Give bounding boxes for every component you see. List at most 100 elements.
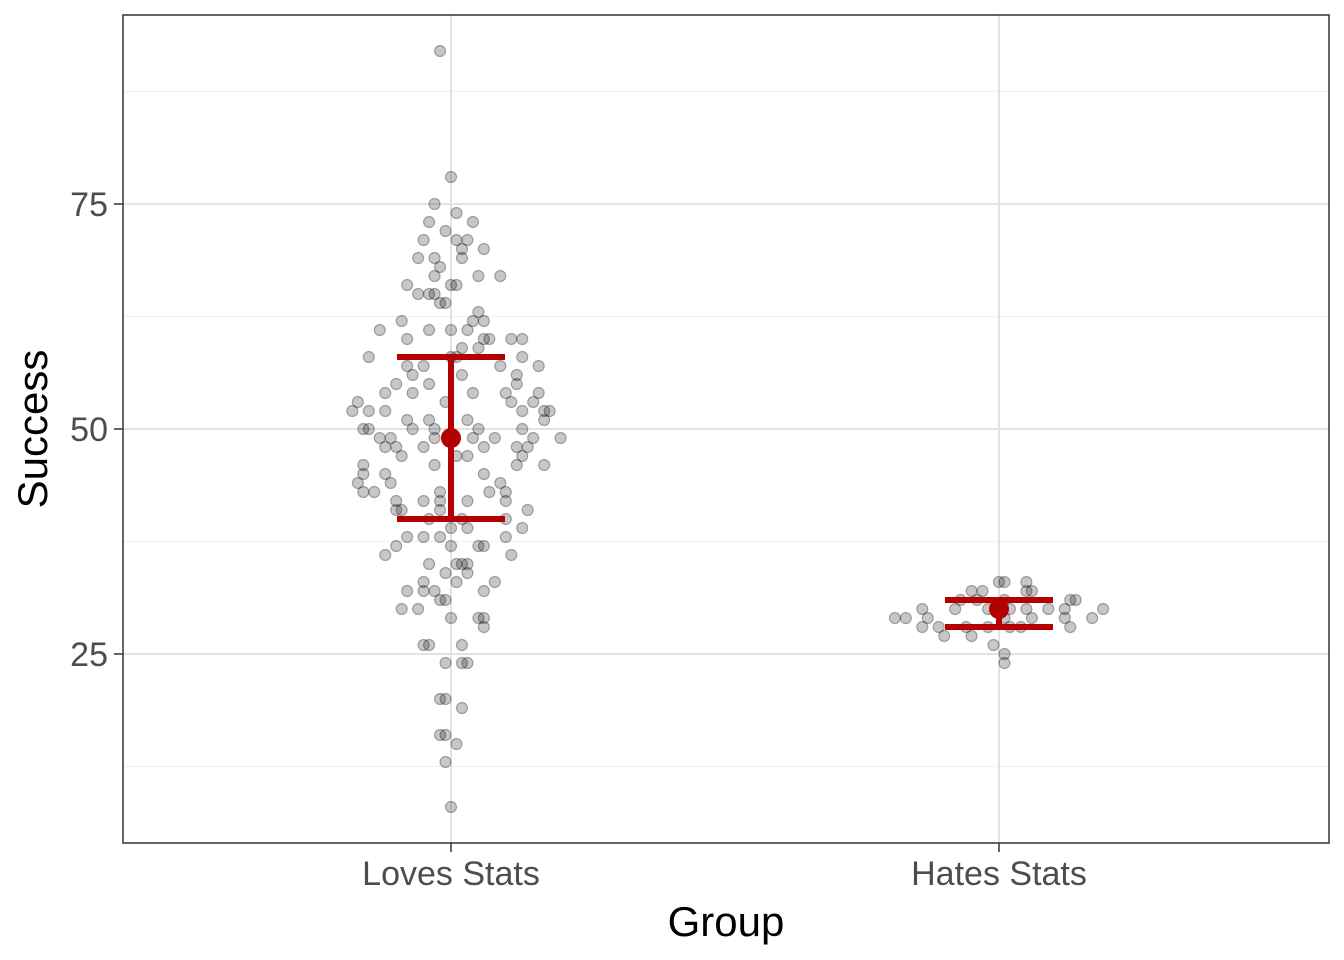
data-point [455, 638, 469, 652]
data-point [439, 593, 452, 607]
data-point [433, 593, 447, 607]
data-point [921, 611, 934, 625]
data-point [1064, 593, 1077, 607]
data-point [538, 458, 551, 472]
data-point [1025, 584, 1038, 598]
data-point [362, 422, 375, 436]
data-point [932, 620, 945, 634]
data-point [428, 584, 441, 598]
data-point [1069, 593, 1082, 607]
data-point [412, 287, 425, 301]
data-point [998, 656, 1011, 670]
data-point [450, 737, 463, 751]
data-point [987, 638, 1000, 652]
data-point [444, 170, 458, 184]
data-point [428, 197, 441, 211]
data-point [1025, 611, 1038, 625]
data-point [351, 476, 364, 490]
data-point [379, 548, 392, 562]
data-point [554, 431, 567, 445]
data-point [466, 314, 480, 328]
data-point [417, 575, 430, 589]
data-point [499, 485, 512, 499]
data-point [466, 386, 480, 400]
data-point [477, 440, 490, 454]
data-point [439, 728, 452, 742]
data-point [494, 359, 507, 373]
data-point [455, 656, 469, 670]
data-point [472, 269, 485, 283]
data-point [455, 557, 469, 571]
data-point [998, 575, 1011, 589]
data-point [412, 602, 425, 616]
data-point [466, 215, 480, 229]
data-point [461, 494, 474, 508]
data-point [516, 422, 529, 436]
data-point [417, 584, 430, 598]
data-point [455, 701, 469, 715]
data-point [499, 386, 512, 400]
data-point [439, 656, 452, 670]
data-point [373, 431, 386, 445]
data-point [992, 575, 1006, 589]
data-point [433, 296, 447, 310]
data-point [444, 800, 458, 814]
data-point [505, 332, 518, 346]
data-point [406, 368, 419, 382]
data-point [494, 476, 507, 490]
data-point [477, 242, 490, 256]
data-point [439, 224, 452, 238]
data-point [390, 440, 403, 454]
data-point [346, 404, 359, 418]
data-point [516, 350, 529, 364]
data-point [422, 287, 436, 301]
data-point [422, 215, 436, 229]
data-point [998, 647, 1011, 661]
data-point [433, 44, 447, 58]
data-point [428, 431, 441, 445]
data-point [428, 422, 441, 436]
data-point [379, 467, 392, 481]
data-point [433, 260, 447, 274]
data-point [439, 296, 452, 310]
data-point [461, 413, 474, 427]
data-point [428, 458, 441, 472]
data-point [1086, 611, 1099, 625]
data-point [965, 584, 978, 598]
data-point [433, 485, 447, 499]
data-point [532, 386, 545, 400]
data-point [384, 476, 397, 490]
data-point [390, 539, 403, 553]
data-point [461, 323, 474, 337]
data-point [401, 584, 414, 598]
data-point [505, 395, 518, 409]
data-point [395, 314, 408, 328]
data-point [357, 485, 370, 499]
data-point [395, 449, 408, 463]
data-point [899, 611, 912, 625]
y-tick-label: 75 [70, 186, 108, 224]
y-tick-label: 50 [70, 411, 108, 449]
data-point [461, 557, 474, 571]
data-point [472, 611, 485, 625]
data-point [461, 656, 474, 670]
data-point [444, 323, 458, 337]
data-point [538, 413, 551, 427]
data-point [417, 638, 430, 652]
data-point [401, 332, 414, 346]
data-point [472, 305, 485, 319]
data-point [450, 233, 463, 247]
data-point [483, 485, 496, 499]
data-point [1020, 575, 1033, 589]
data-point [516, 332, 529, 346]
data-point [455, 341, 469, 355]
data-point [401, 359, 414, 373]
data-point [499, 494, 512, 508]
data-point [949, 602, 962, 616]
data-point [494, 269, 507, 283]
data-point [384, 431, 397, 445]
data-point [444, 539, 458, 553]
data-point [428, 287, 441, 301]
data-point [395, 503, 408, 517]
data-point [916, 620, 929, 634]
